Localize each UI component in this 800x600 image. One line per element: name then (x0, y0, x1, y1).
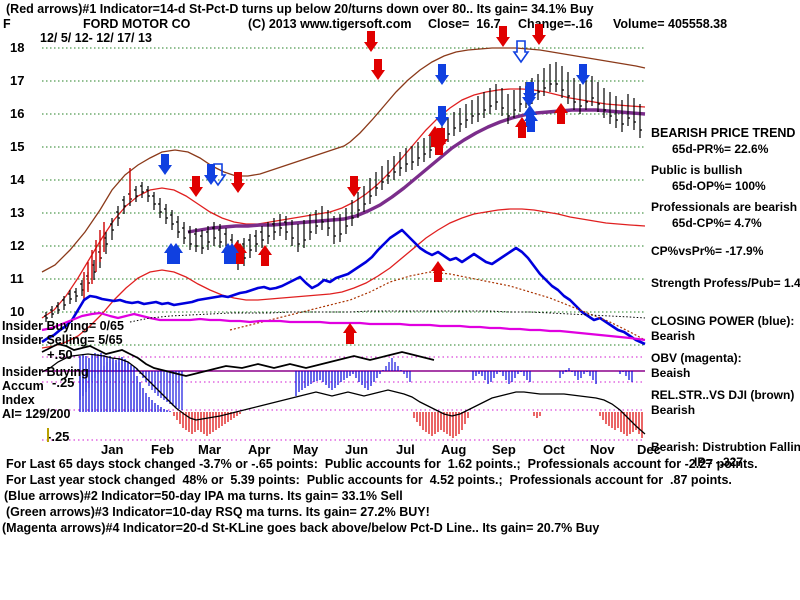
price-trend-value: 65d-PR%= 22.6% (672, 142, 769, 156)
cp-vs-pr-value: CP%vsPr%= -17.9% (651, 244, 764, 258)
hollow-blue-down-arrow (210, 40, 529, 186)
public-sentiment-title: Public is bullish (651, 163, 743, 177)
footer-indicator-2: (Blue arrows)#2 Indicator=50-day IPA ma … (4, 489, 403, 503)
red-down-arrow (189, 24, 546, 197)
indicator-1-header: (Red arrows)#1 Indicator=14-d St-Pct-D t… (6, 2, 594, 16)
accum-tick-minus25: -.25 (47, 429, 70, 444)
month-label-mar: Mar (198, 442, 222, 457)
price-tick-18: 18 (10, 40, 25, 55)
professional-sentiment-title: Professionals are bearish (651, 200, 798, 214)
ai-value-label: AI= 129/200 (2, 407, 71, 421)
price-tick-15: 15 (10, 139, 25, 154)
month-label-aug: Aug (441, 442, 467, 457)
red-up-arrow (230, 103, 568, 344)
close-price-label: Close= 16.7 (428, 17, 501, 31)
obv-title: OBV (magenta): (651, 351, 742, 365)
accum-negative-bars (173, 412, 643, 438)
date-range-label: 12/ 5/ 12- 12/ 17/ 13 (40, 31, 152, 45)
accum-signal-line (41, 353, 646, 435)
month-label-sep: Sep (492, 442, 516, 457)
ip-value: IP= -.327 (694, 455, 744, 469)
red-price-bars (83, 168, 131, 300)
price-tick-11: 11 (10, 271, 24, 286)
obv-line (41, 311, 646, 342)
month-label-jun: Jun (345, 442, 369, 457)
price-tick-17: 17 (10, 73, 25, 88)
price-tick-14: 14 (10, 172, 25, 187)
footer-65day-summary: For Last 65 days stock changed -3.7% or … (6, 457, 758, 471)
accum-obv-overlay (41, 343, 435, 377)
month-label-nov: Nov (590, 442, 615, 457)
lower-band-line (41, 208, 646, 349)
month-label-dec: Dec (637, 442, 661, 457)
volume-label: Volume= 405558.38 (613, 17, 728, 31)
rel-strength-status: Bearish (651, 403, 696, 417)
footer-indicator-3: (Green arrows)#3 Indicator=10-day RSQ ma… (6, 505, 430, 519)
month-label-feb: Feb (151, 442, 175, 457)
accum-tick-plus50: +.50 (47, 347, 73, 362)
price-tick-12: 12 (10, 238, 25, 253)
company-name: FORD MOTOR CO (83, 17, 191, 31)
moving-average-line (187, 108, 646, 234)
accum-title-line2: Accum (2, 379, 44, 393)
obv-status: Beaish (651, 366, 691, 380)
insider-selling-label: Insider Selling= 5/65 (2, 333, 123, 347)
professional-sentiment-value: 65d-CP%= 4.7% (672, 216, 762, 230)
ticker-symbol: F (3, 17, 11, 31)
closing-power-line (41, 228, 646, 346)
price-tick-13: 13 (10, 205, 25, 220)
public-sentiment-value: 65d-OP%= 100% (672, 179, 766, 193)
accum-title-line1: Insider Buying (2, 365, 89, 379)
cp-dotted-overlay (229, 271, 646, 341)
month-label-jul: Jul (396, 442, 415, 457)
accum-title-line3: Index (2, 393, 35, 407)
month-label-oct: Oct (543, 442, 565, 457)
copyright-label: (C) 2013 www.tigersoft.com (248, 17, 412, 31)
distribution-status: Bearish: Distrubtion Falling (651, 440, 800, 454)
month-label-jan: Jan (101, 442, 124, 457)
closing-power-status: Bearish (651, 329, 696, 343)
month-label-may: May (293, 442, 319, 457)
month-label-apr: Apr (248, 442, 271, 457)
rel-strength-line (41, 47, 646, 273)
obv-dotted-line (129, 310, 646, 323)
rel-strength-title: REL.STR..VS DJI (brown) (651, 388, 795, 402)
price-trend-title: BEARISH PRICE TREND (651, 126, 796, 140)
accum-tick-mid: -.25 (52, 375, 75, 390)
axis-origin-tick (47, 428, 49, 442)
accum-positive-block (79, 353, 171, 412)
insider-buying-label: Insider Buying= 0/65 (2, 319, 124, 333)
strength-profess-pub-value: Strength Profess/Pub= 1.4 (651, 276, 800, 290)
closing-power-title: CLOSING POWER (blue): (651, 314, 795, 328)
price-tick-10: 10 (10, 304, 25, 319)
footer-indicator-4: (Magenta arrows)#4 Indicator=20-d St-KLi… (2, 521, 600, 535)
footer-year-summary: For Last year stock changed 48% or 5.39 … (6, 473, 732, 487)
price-tick-16: 16 (10, 106, 25, 121)
